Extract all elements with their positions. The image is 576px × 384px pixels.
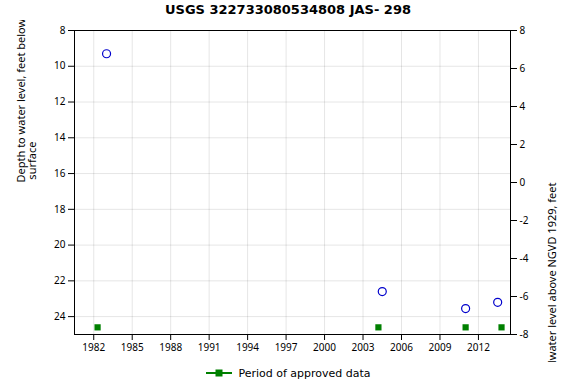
svg-text:Depth to water level, feet bel: Depth to water level, feet below land su… <box>13 20 39 183</box>
svg-text:1988: 1988 <box>159 340 182 354</box>
svg-text:18: 18 <box>54 202 66 216</box>
svg-text:2009: 2009 <box>429 340 452 354</box>
svg-text:2003: 2003 <box>352 340 375 354</box>
svg-text:-4: -4 <box>520 251 529 265</box>
svg-text:-6: -6 <box>520 289 529 303</box>
svg-text:1997: 1997 <box>275 340 298 354</box>
svg-text:8: 8 <box>60 23 66 37</box>
svg-text:1991: 1991 <box>198 340 221 354</box>
svg-text:14: 14 <box>54 130 66 144</box>
svg-text:22: 22 <box>54 273 66 287</box>
svg-text:2006: 2006 <box>390 340 413 354</box>
svg-text:2000: 2000 <box>313 340 336 354</box>
svg-text:1994: 1994 <box>236 340 259 354</box>
svg-text:8: 8 <box>520 23 526 37</box>
html-text:Period of approved data: Period of approved data <box>238 366 371 380</box>
svg-text:0: 0 <box>520 175 526 189</box>
svg-text:Groundwater level above NGVD 1: Groundwater level above NGVD 1929, feet <box>544 182 559 362</box>
svg-text:2012: 2012 <box>467 340 490 354</box>
svg-text:2: 2 <box>520 137 526 151</box>
svg-text:1982: 1982 <box>82 340 105 354</box>
svg-text:10: 10 <box>54 58 66 72</box>
svg-text:12: 12 <box>54 94 66 108</box>
svg-text:1985: 1985 <box>121 340 144 354</box>
svg-text:4: 4 <box>520 99 526 113</box>
svg-text:16: 16 <box>54 166 66 180</box>
svg-text:20: 20 <box>54 237 66 251</box>
html-text:USGS 322733080534808 JAS- 298: USGS 322733080534808 JAS- 298 <box>165 2 411 17</box>
svg-text:24: 24 <box>54 309 66 323</box>
svg-text:-8: -8 <box>520 327 529 341</box>
svg-text:6: 6 <box>520 61 526 75</box>
svg-text:-2: -2 <box>520 213 529 227</box>
